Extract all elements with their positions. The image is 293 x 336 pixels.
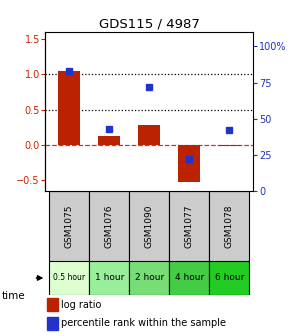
Text: 1 hour: 1 hour bbox=[95, 274, 124, 283]
Text: percentile rank within the sample: percentile rank within the sample bbox=[61, 318, 226, 328]
Bar bbox=[169, 260, 209, 295]
Bar bbox=[50, 260, 89, 295]
Bar bbox=[98, 136, 120, 145]
Title: GDS115 / 4987: GDS115 / 4987 bbox=[99, 18, 200, 31]
Bar bbox=[58, 71, 80, 145]
Bar bbox=[209, 260, 249, 295]
Text: time: time bbox=[1, 291, 25, 301]
Bar bbox=[130, 260, 169, 295]
Text: GSM1076: GSM1076 bbox=[105, 204, 114, 248]
Text: 2 hour: 2 hour bbox=[135, 274, 164, 283]
Text: GSM1075: GSM1075 bbox=[65, 204, 74, 248]
Text: log ratio: log ratio bbox=[61, 300, 101, 310]
Bar bbox=[169, 191, 209, 260]
Bar bbox=[47, 317, 58, 330]
Text: 6 hour: 6 hour bbox=[215, 274, 244, 283]
Bar bbox=[178, 145, 200, 182]
Text: GSM1090: GSM1090 bbox=[145, 204, 154, 248]
Bar bbox=[138, 125, 161, 145]
Text: GSM1077: GSM1077 bbox=[185, 204, 194, 248]
Bar bbox=[209, 191, 249, 260]
Bar bbox=[89, 260, 130, 295]
Text: GSM1078: GSM1078 bbox=[225, 204, 234, 248]
Bar bbox=[47, 298, 58, 311]
Bar bbox=[130, 191, 169, 260]
Text: 4 hour: 4 hour bbox=[175, 274, 204, 283]
Bar bbox=[50, 191, 89, 260]
Text: 0.5 hour: 0.5 hour bbox=[53, 274, 86, 283]
Bar bbox=[89, 191, 130, 260]
Bar bbox=[219, 145, 241, 146]
